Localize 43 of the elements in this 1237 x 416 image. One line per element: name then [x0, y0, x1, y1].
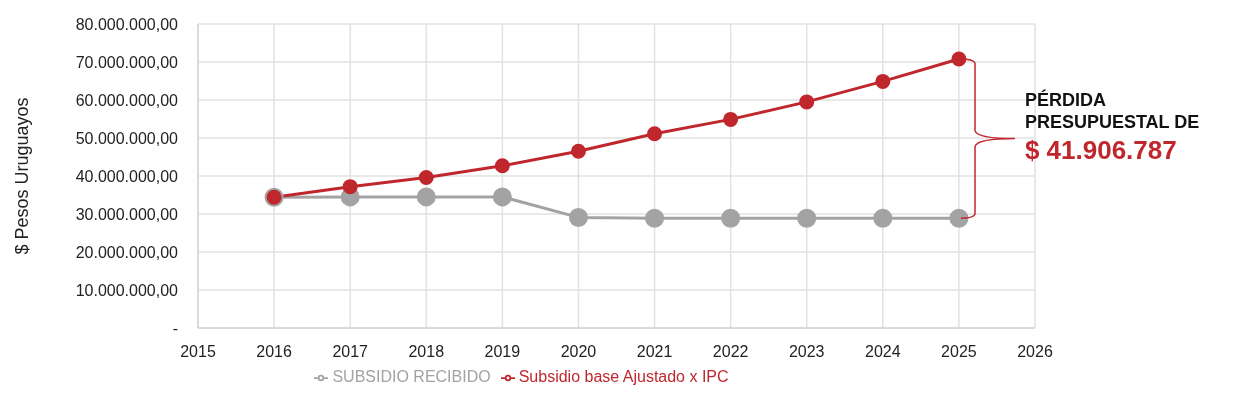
point	[416, 187, 436, 207]
point	[797, 208, 817, 228]
x-tick-label: 2025	[941, 343, 977, 361]
point	[647, 126, 663, 142]
point	[570, 143, 586, 159]
point	[723, 111, 739, 127]
annotation: PÉRDIDA PRESUPUESTAL DE	[1024, 88, 1201, 134]
y-tick-label: 40.000.000,00	[75, 167, 179, 185]
legend-label: Subsidio base Ajustado x IPC	[518, 368, 729, 385]
point	[873, 208, 893, 228]
point	[492, 187, 512, 207]
x-tick-label: 2019	[484, 343, 521, 361]
point	[721, 208, 741, 228]
point	[645, 208, 665, 228]
y-tick-label: 60.000.000,00	[75, 91, 179, 109]
x-tick-label: 2022	[712, 343, 749, 361]
x-tick-label: 2024	[865, 343, 901, 361]
point	[342, 179, 358, 195]
y-axis-title: $ Pesos Uruguayos	[12, 97, 33, 255]
x-tick-label: 2017	[332, 343, 369, 361]
point	[949, 208, 969, 228]
x-tick-label: 2016	[256, 343, 292, 361]
y-tick-label: -	[172, 319, 178, 337]
y-tick-label: 30.000.000,00	[75, 205, 179, 223]
point	[494, 158, 510, 174]
x-tick-label: 2020	[560, 343, 597, 361]
point	[799, 94, 815, 110]
y-tick-label: 10.000.000,00	[75, 281, 179, 299]
y-tick-label: 70.000.000,00	[75, 53, 179, 71]
point	[568, 207, 588, 227]
point	[875, 73, 891, 89]
x-tick-label: 2021	[636, 343, 673, 361]
y-tick-label: 80.000.000,00	[75, 15, 179, 33]
y-tick-label: 20.000.000,00	[75, 243, 179, 261]
legend-label: SUBSIDIO RECIBIDO	[332, 368, 491, 385]
annotation: $ 41.906.787	[1024, 133, 1178, 167]
point	[418, 170, 434, 186]
y-tick-label: 50.000.000,00	[75, 129, 179, 147]
x-tick-label: 2018	[408, 343, 445, 361]
x-tick-label: 2023	[788, 343, 825, 361]
point	[951, 51, 967, 67]
x-tick-label: 2026	[1017, 343, 1053, 361]
x-tick-label: 2015	[180, 343, 216, 361]
